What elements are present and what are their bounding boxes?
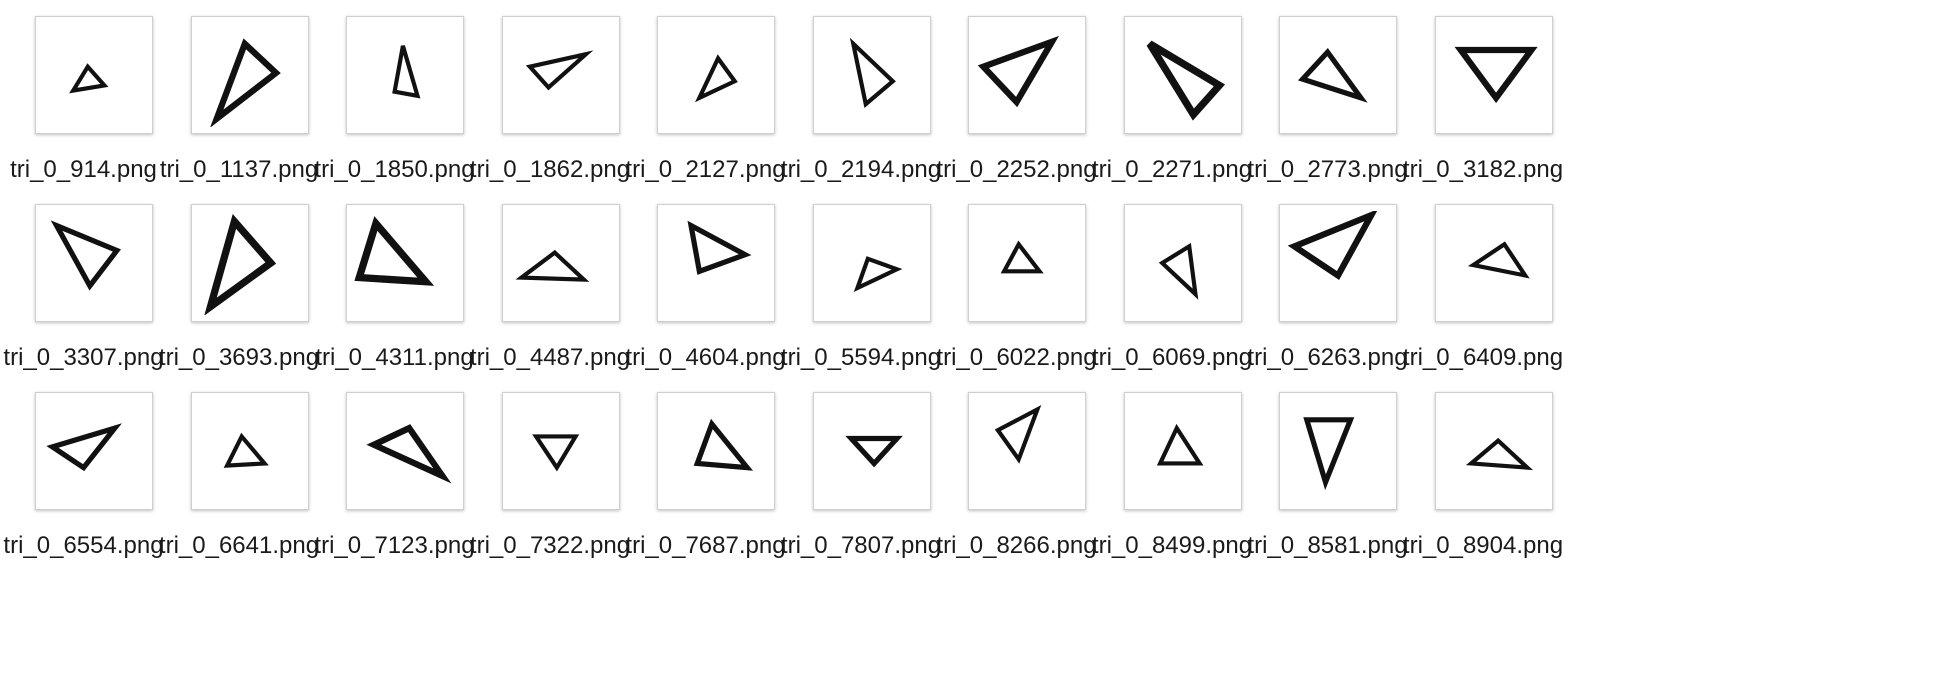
triangle-outline bbox=[1004, 244, 1039, 271]
triangle-thumbnail-icon bbox=[975, 23, 1079, 127]
triangle-outline bbox=[1160, 428, 1200, 463]
triangle-outline bbox=[1307, 420, 1351, 482]
file-thumbnail[interactable] bbox=[1124, 392, 1242, 510]
triangle-thumbnail-icon bbox=[820, 211, 924, 315]
file-thumbnail[interactable] bbox=[1279, 392, 1397, 510]
file-thumbnail[interactable] bbox=[1124, 204, 1242, 322]
file-thumbnail[interactable] bbox=[813, 204, 931, 322]
file-item[interactable]: tri_0_8904.png bbox=[1387, 376, 1580, 576]
file-thumbnail[interactable] bbox=[1279, 16, 1397, 134]
file-thumbnail[interactable] bbox=[191, 204, 309, 322]
triangle-thumbnail-icon bbox=[198, 399, 302, 503]
file-thumbnail[interactable] bbox=[1435, 16, 1553, 134]
triangle-outline bbox=[395, 46, 418, 96]
file-thumbnail[interactable] bbox=[346, 392, 464, 510]
file-thumbnail[interactable] bbox=[813, 16, 931, 134]
file-thumbnail[interactable] bbox=[502, 204, 620, 322]
file-thumbnail[interactable] bbox=[1124, 16, 1242, 134]
triangle-outline bbox=[853, 44, 893, 104]
triangle-outline bbox=[983, 42, 1052, 102]
file-name-label[interactable]: tri_0_6409.png bbox=[1377, 344, 1590, 372]
triangle-outline bbox=[1473, 244, 1525, 275]
triangle-thumbnail-icon bbox=[42, 23, 146, 127]
file-thumbnail[interactable] bbox=[35, 16, 153, 134]
file-thumbnail[interactable] bbox=[968, 392, 1086, 510]
file-item[interactable]: tri_0_3182.png bbox=[1387, 0, 1580, 200]
triangle-outline bbox=[216, 44, 275, 119]
triangle-outline bbox=[1303, 52, 1361, 98]
triangle-outline bbox=[529, 54, 585, 87]
file-thumbnail[interactable] bbox=[1279, 204, 1397, 322]
triangle-outline bbox=[1471, 441, 1527, 468]
triangle-thumbnail-icon bbox=[509, 211, 613, 315]
triangle-outline bbox=[857, 259, 897, 288]
triangle-thumbnail-icon bbox=[975, 211, 1079, 315]
file-thumbnail[interactable] bbox=[502, 392, 620, 510]
triangle-thumbnail-icon bbox=[664, 211, 768, 315]
triangle-thumbnail-icon bbox=[1286, 23, 1390, 127]
triangle-thumbnail-icon bbox=[820, 23, 924, 127]
file-thumbnail[interactable] bbox=[35, 392, 153, 510]
file-thumbnail[interactable] bbox=[346, 16, 464, 134]
triangle-outline bbox=[1460, 50, 1531, 98]
triangle-outline bbox=[998, 409, 1038, 459]
file-thumbnail[interactable] bbox=[35, 204, 153, 322]
triangle-thumbnail-icon bbox=[1286, 211, 1390, 315]
triangle-thumbnail-icon bbox=[509, 399, 613, 503]
triangle-thumbnail-icon bbox=[820, 399, 924, 503]
triangle-thumbnail-icon bbox=[42, 211, 146, 315]
file-thumbnail[interactable] bbox=[968, 16, 1086, 134]
triangle-thumbnail-icon bbox=[1131, 399, 1235, 503]
file-thumbnail[interactable] bbox=[968, 204, 1086, 322]
triangle-thumbnail-icon bbox=[1131, 23, 1235, 127]
triangle-outline bbox=[691, 226, 745, 272]
triangle-outline bbox=[699, 58, 734, 98]
triangle-thumbnail-icon bbox=[198, 23, 302, 127]
triangle-thumbnail-icon bbox=[1442, 399, 1546, 503]
file-thumbnail[interactable] bbox=[657, 392, 775, 510]
file-thumbnail[interactable] bbox=[657, 204, 775, 322]
triangle-outline bbox=[851, 439, 897, 464]
file-name-label[interactable]: tri_0_3182.png bbox=[1377, 156, 1590, 184]
triangle-outline bbox=[1294, 215, 1371, 275]
file-name-label[interactable]: tri_0_8904.png bbox=[1377, 532, 1590, 560]
triangle-thumbnail-icon bbox=[664, 23, 768, 127]
file-thumbnail[interactable] bbox=[657, 16, 775, 134]
triangle-outline bbox=[73, 67, 104, 91]
triangle-outline bbox=[536, 436, 576, 467]
file-thumbnail[interactable] bbox=[813, 392, 931, 510]
triangle-thumbnail-icon bbox=[664, 399, 768, 503]
file-thumbnail[interactable] bbox=[502, 16, 620, 134]
file-item[interactable]: tri_0_6409.png bbox=[1387, 188, 1580, 388]
triangle-outline bbox=[521, 253, 583, 280]
triangle-outline bbox=[57, 226, 117, 286]
triangle-thumbnail-icon bbox=[353, 23, 457, 127]
file-thumbnail[interactable] bbox=[191, 16, 309, 134]
triangle-outline bbox=[227, 436, 264, 465]
triangle-thumbnail-icon bbox=[1442, 23, 1546, 127]
triangle-thumbnail-icon bbox=[353, 211, 457, 315]
triangle-outline bbox=[52, 428, 114, 468]
triangle-thumbnail-icon bbox=[198, 211, 302, 315]
triangle-thumbnail-icon bbox=[1442, 211, 1546, 315]
triangle-thumbnail-icon bbox=[509, 23, 613, 127]
triangle-outline bbox=[210, 221, 270, 306]
triangle-outline bbox=[1162, 246, 1195, 294]
triangle-outline bbox=[1149, 44, 1219, 115]
triangle-thumbnail-icon bbox=[42, 399, 146, 503]
triangle-thumbnail-icon bbox=[975, 399, 1079, 503]
triangle-outline bbox=[697, 424, 747, 468]
file-thumbnail[interactable] bbox=[1435, 392, 1553, 510]
triangle-outline bbox=[374, 428, 443, 476]
triangle-thumbnail-icon bbox=[1286, 399, 1390, 503]
triangle-thumbnail-icon bbox=[353, 399, 457, 503]
triangle-outline bbox=[359, 223, 426, 281]
triangle-thumbnail-icon bbox=[1131, 211, 1235, 315]
file-thumbnail[interactable] bbox=[191, 392, 309, 510]
file-thumbnail[interactable] bbox=[346, 204, 464, 322]
file-thumbnail[interactable] bbox=[1435, 204, 1553, 322]
